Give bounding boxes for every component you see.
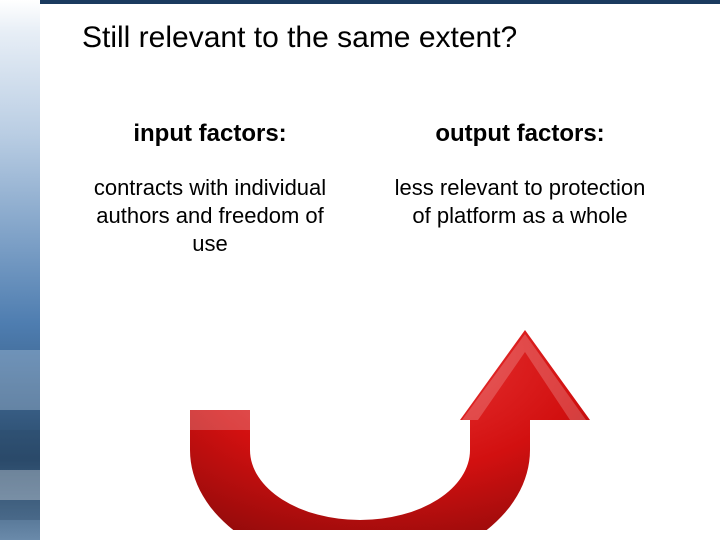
right-column-body: less relevant to protection of platform … [390, 174, 650, 230]
left-column: input factors: contracts with individual… [80, 120, 340, 258]
right-column: output factors: less relevant to protect… [390, 120, 650, 230]
left-column-body: contracts with individual authors and fr… [80, 174, 340, 258]
right-column-heading: output factors: [390, 120, 650, 148]
slide-title: Still relevant to the same extent? [82, 20, 642, 56]
u-turn-arrow-icon [130, 320, 590, 530]
left-column-heading: input factors: [80, 120, 340, 148]
left-decoration [0, 0, 40, 540]
top-border [0, 0, 720, 4]
slide: Still relevant to the same extent? input… [0, 0, 720, 540]
